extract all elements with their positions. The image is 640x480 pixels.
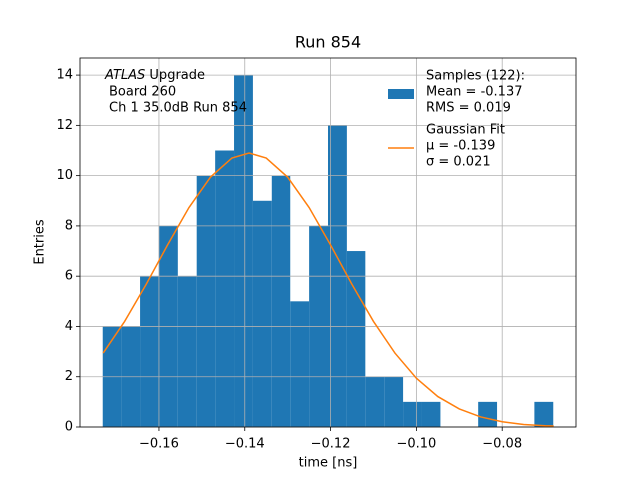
histogram-bar <box>384 376 404 427</box>
annotation-line: Board 260 <box>109 85 176 100</box>
legend-label: Gaussian Fit <box>426 123 505 138</box>
axes-frame <box>79 57 577 428</box>
annotation-italic: ATLAS <box>104 68 145 83</box>
y-tick-label: 6 <box>65 269 73 284</box>
y-tick-label: 14 <box>56 68 73 83</box>
legend-swatch <box>388 89 414 99</box>
x-tick-label: −0.14 <box>225 437 265 452</box>
histogram-bar <box>271 175 291 427</box>
x-axis-label: time [ns] <box>299 456 358 471</box>
y-tick-label: 10 <box>56 168 73 183</box>
histogram-bar <box>177 276 197 427</box>
x-tick-label: −0.08 <box>482 437 522 452</box>
histogram-bar <box>215 150 235 428</box>
legend-stat: RMS = 0.019 <box>426 101 511 116</box>
histogram-bar <box>403 401 422 427</box>
annotation-line: ATLAS Upgrade <box>104 68 205 83</box>
legend-stat: Mean = -0.137 <box>426 85 522 100</box>
y-axis-label: Entries <box>33 219 48 265</box>
y-tick-label: 4 <box>65 319 73 334</box>
y-tick-label: 8 <box>65 218 73 233</box>
chart-title: Run 854 <box>295 33 361 52</box>
y-tick-label: 12 <box>56 118 73 133</box>
x-tick-label: −0.12 <box>311 437 351 452</box>
histogram-bar <box>365 376 385 427</box>
annotation-text: Upgrade <box>149 68 205 83</box>
histogram-bar <box>140 276 159 427</box>
y-tick-label: 2 <box>65 369 73 384</box>
histogram-bar <box>290 301 310 427</box>
histogram-bar <box>478 401 498 427</box>
legend-stat: σ = 0.021 <box>426 155 491 170</box>
x-tick-label: −0.16 <box>139 437 179 452</box>
histogram-bar <box>252 200 272 427</box>
lines-layer <box>102 152 554 427</box>
histogram-bar <box>534 401 554 427</box>
fit-line <box>102 152 554 427</box>
histogram-bar <box>421 401 441 427</box>
histogram-bar <box>196 175 216 427</box>
frame-layer <box>76 57 577 431</box>
histogram-bar <box>346 251 366 427</box>
legend-label: Samples (122): <box>426 69 525 84</box>
annotation-line: Ch 1 35.0dB Run 854 <box>109 101 247 116</box>
legend-stat: μ = -0.139 <box>426 139 495 154</box>
histogram-bar <box>234 75 253 427</box>
x-tick-label: −0.10 <box>396 437 436 452</box>
y-tick-label: 0 <box>65 420 73 435</box>
